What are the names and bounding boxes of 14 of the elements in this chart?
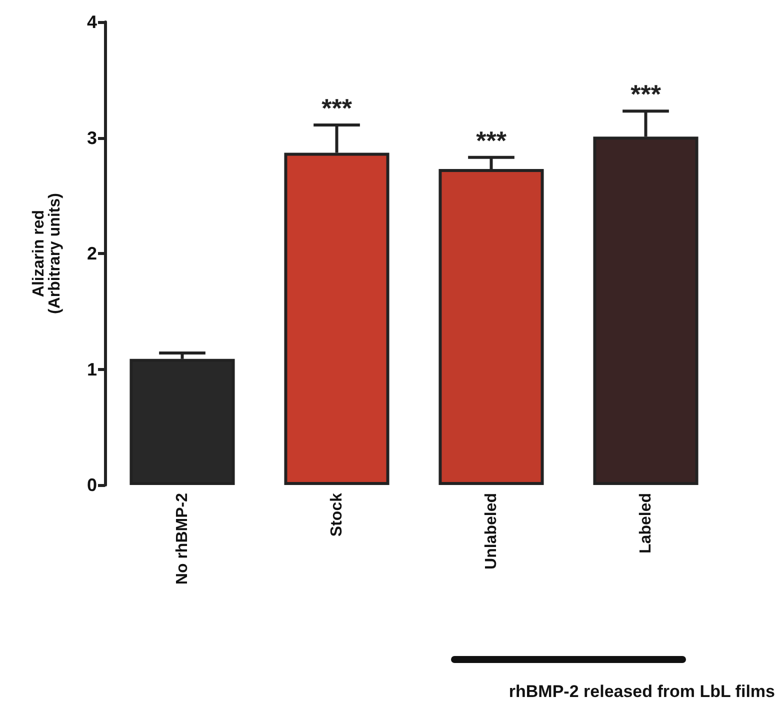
y-tick-label: 3	[86, 128, 97, 148]
y-tick-label: 0	[86, 475, 97, 495]
annotation: ***	[476, 125, 508, 156]
x-tick-label: Stock	[328, 492, 346, 537]
x-tick-label: Unlabeled	[482, 493, 500, 570]
y-tick-label: 1	[86, 359, 97, 380]
x-tick-label: Labeled	[637, 493, 654, 554]
y-axis-title: Alizarin red (Arbitrary units)	[30, 193, 64, 314]
annotation: ***	[322, 93, 353, 124]
y-tick-label: 4	[86, 12, 97, 32]
annotation: ***	[630, 79, 662, 110]
text: rhBMP-2 released from LbL films	[508, 682, 775, 702]
y-tick-label: 2	[86, 244, 97, 264]
x-tick-label: No rhBMP-2	[174, 492, 191, 585]
